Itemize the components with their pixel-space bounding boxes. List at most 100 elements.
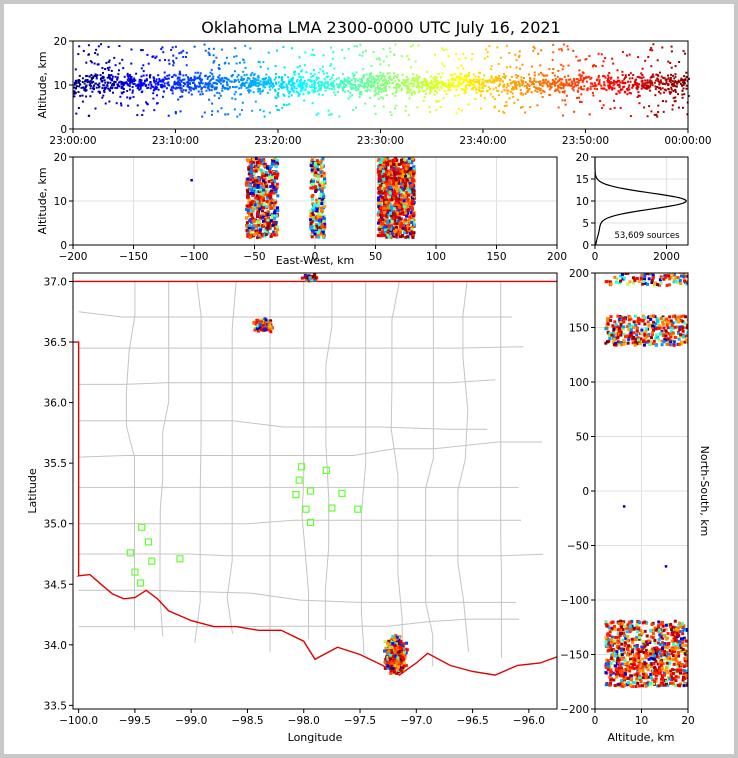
ew-altitude-point	[251, 207, 255, 211]
time-altitude-point	[364, 89, 367, 92]
time-altitude-point	[261, 78, 264, 81]
time-altitude-point	[380, 74, 383, 77]
time-altitude-point	[386, 81, 388, 84]
time-altitude-point	[478, 82, 480, 85]
time-altitude-point	[215, 88, 217, 91]
time-altitude-point	[210, 68, 213, 71]
time-altitude-point	[673, 100, 676, 103]
ew-altitude-point	[322, 171, 326, 175]
ew-altitude-point	[378, 184, 382, 188]
time-altitude-point	[405, 78, 408, 81]
time-altitude-point	[277, 81, 280, 84]
time-altitude-point	[330, 113, 333, 116]
time-altitude-point	[673, 83, 675, 86]
time-altitude-point	[105, 61, 108, 64]
time-altitude-point	[416, 106, 419, 109]
ew-altitude-point	[247, 226, 251, 230]
ew-altitude-point	[382, 190, 386, 194]
time-altitude-point	[465, 73, 468, 76]
time-altitude-point	[333, 88, 336, 91]
time-altitude-point	[641, 85, 644, 88]
time-altitude-point	[537, 52, 540, 55]
time-altitude-point	[275, 76, 277, 79]
time-altitude-point	[313, 79, 316, 82]
time-altitude-point	[482, 82, 485, 85]
time-altitude-point	[321, 93, 324, 96]
ew-altitude-point	[320, 159, 324, 163]
time-altitude-point	[649, 76, 652, 79]
time-altitude-point	[410, 91, 413, 94]
ew-altitude-point	[310, 170, 314, 174]
time-altitude-point	[457, 82, 460, 85]
time-altitude-point	[178, 52, 181, 55]
time-altitude-point	[194, 85, 196, 88]
time-altitude-point	[99, 91, 101, 94]
ew-altitude-point	[407, 227, 411, 230]
time-altitude-point	[313, 73, 316, 76]
time-altitude-point	[605, 89, 608, 92]
time-altitude-point	[205, 89, 208, 92]
plan-view-point	[312, 278, 316, 282]
ew-altitude-point	[323, 185, 327, 189]
ew-altitude-point	[405, 170, 409, 174]
time-altitude-point	[191, 79, 193, 81]
time-altitude-point	[588, 75, 591, 78]
time-altitude-point	[495, 78, 498, 81]
time-altitude-point	[651, 82, 654, 84]
time-altitude-point	[672, 89, 675, 92]
time-altitude-point	[297, 91, 300, 94]
time-altitude-point	[132, 78, 135, 81]
time-altitude-point	[163, 71, 166, 74]
time-altitude-point	[242, 83, 245, 86]
time-altitude-point	[579, 59, 582, 62]
ew-altitude-point	[257, 158, 261, 162]
time-altitude-point	[388, 85, 391, 88]
county-boundaries	[78, 281, 544, 667]
time-altitude-point	[413, 77, 416, 80]
time-altitude-point	[283, 81, 286, 84]
time-altitude-point	[458, 108, 460, 110]
time-altitude-point	[474, 85, 477, 88]
time-altitude-point	[551, 78, 554, 81]
time-altitude-point	[642, 76, 645, 79]
ew-altitude-point	[309, 214, 313, 218]
time-altitude-point	[543, 82, 546, 85]
time-altitude-point	[478, 86, 481, 89]
time-altitude-point	[653, 81, 656, 84]
time-altitude-point	[552, 51, 555, 54]
time-altitude-point	[540, 49, 543, 52]
time-altitude-point	[650, 47, 653, 49]
time-altitude-point	[181, 91, 184, 93]
ew-altitude-point	[315, 165, 319, 169]
time-altitude-point	[494, 76, 497, 78]
time-altitude-point	[498, 77, 501, 80]
ew-altitude-point	[270, 176, 274, 180]
county-line	[78, 311, 513, 318]
time-altitude-point	[363, 86, 365, 89]
time-altitude-point	[428, 106, 431, 109]
ew-altitude-point	[262, 174, 266, 178]
time-altitude-point	[171, 46, 174, 49]
ew-altitude-point	[389, 177, 393, 181]
time-altitude-point	[682, 79, 685, 81]
time-altitude-point	[241, 81, 244, 84]
time-altitude-point	[660, 81, 663, 84]
time-altitude-point	[431, 87, 433, 90]
time-altitude-point	[290, 94, 293, 97]
time-altitude-point	[262, 61, 265, 64]
time-altitude-point	[598, 82, 601, 85]
time-altitude-point	[220, 78, 222, 81]
time-altitude-point	[157, 88, 160, 91]
time-altitude-point	[537, 87, 540, 90]
time-altitude-point	[298, 56, 301, 59]
time-altitude-point	[379, 71, 382, 74]
time-altitude-point	[395, 89, 398, 92]
time-altitude-point	[661, 87, 664, 90]
time-altitude-point	[437, 100, 440, 103]
time-altitude-point	[197, 77, 200, 80]
time-altitude-point	[518, 85, 521, 88]
time-altitude-point	[370, 72, 372, 75]
ew-altitude-point	[398, 205, 402, 209]
ew-altitude-point	[401, 161, 405, 165]
ew-altitude-point	[263, 177, 267, 181]
